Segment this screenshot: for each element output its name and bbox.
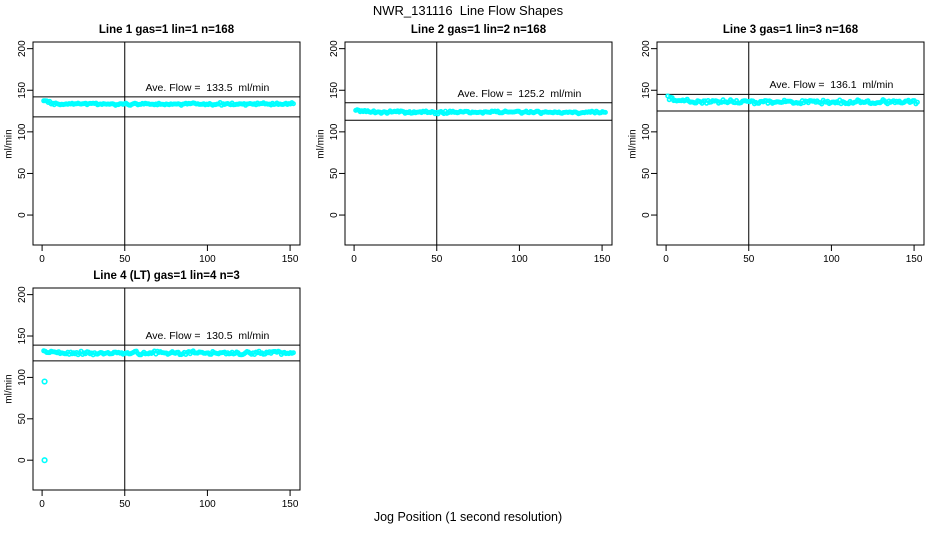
y-tick-label: 100 [329, 123, 340, 140]
y-tick-label: 0 [17, 457, 28, 463]
data-band [41, 348, 296, 464]
axes [656, 41, 925, 246]
x-tick-label: 100 [511, 254, 528, 265]
panel-line-1: Line 1 gas=1 lin=1 n=168 ml/min Ave. Flo… [4, 24, 301, 265]
plot-border [32, 287, 301, 491]
y-tick-label: 100 [17, 369, 28, 386]
panel-title: Line 1 gas=1 lin=1 n=168 [98, 24, 235, 36]
ave-flow-annotation: Ave. Flow = 130.5 ml/min [145, 330, 270, 343]
y-tick-label: 150 [329, 81, 340, 98]
y-tick-label: 100 [641, 123, 652, 140]
panel-title: Line 4 (LT) gas=1 lin=4 n=3 [93, 270, 240, 282]
x-tick-label: 150 [282, 254, 299, 265]
y-tick-label: 50 [329, 167, 340, 179]
y-tick-label: 200 [17, 286, 28, 303]
plot-area: 0 50 100 150 0 50 100 150 200 [329, 40, 613, 265]
x-tick-label: 50 [119, 499, 131, 510]
axes [32, 287, 301, 491]
x-tick-label: 150 [282, 499, 299, 510]
y-axis-label: ml/min [315, 128, 327, 159]
data-band [41, 98, 296, 108]
x-tick-label: 0 [351, 254, 357, 265]
axes [344, 41, 613, 246]
plot-area: 0 50 100 150 0 50 100 150 200 [17, 40, 301, 265]
y-tick-label: 50 [17, 413, 28, 425]
y-tick-label: 200 [17, 40, 28, 57]
x-tick-label: 0 [39, 499, 45, 510]
ave-flow-annotation: Ave. Flow = 136.1 ml/min [769, 79, 894, 92]
x-tick-label: 50 [743, 254, 755, 265]
x-tick-label: 50 [431, 254, 443, 265]
plot-border [344, 41, 613, 246]
panel-line-2: Line 2 gas=1 lin=2 n=168 ml/min Ave. Flo… [316, 24, 613, 265]
x-tick-label: 100 [823, 254, 840, 265]
panel-title: Line 3 gas=1 lin=3 n=168 [722, 24, 859, 36]
y-tick-label: 50 [641, 167, 652, 179]
x-tick-label: 0 [663, 254, 669, 265]
y-axis-label: ml/min [627, 128, 639, 159]
y-tick-label: 50 [17, 167, 28, 179]
y-axis-label: ml/min [3, 374, 15, 404]
plot-area: 0 50 100 150 0 50 100 150 200 [641, 40, 925, 265]
outlier-point [41, 457, 48, 464]
panel-title: Line 2 gas=1 lin=2 n=168 [410, 24, 547, 36]
x-tick-label: 150 [594, 254, 611, 265]
tick-marks: 0 50 100 150 0 50 100 150 200 [17, 286, 299, 510]
y-tick-label: 150 [641, 81, 652, 98]
x-axis-label: Jog Position (1 second resolution) [373, 510, 563, 524]
x-tick-label: 100 [199, 254, 216, 265]
x-tick-label: 150 [906, 254, 923, 265]
panel-line-4: Line 4 (LT) gas=1 lin=4 n=3 ml/min Ave. … [4, 270, 301, 510]
chart-title: NWR_131116 Line Flow Shapes [372, 3, 564, 18]
plot-border [656, 41, 925, 246]
outlier-point [41, 378, 48, 385]
x-tick-label: 50 [119, 254, 131, 265]
y-tick-label: 0 [641, 212, 652, 218]
y-tick-label: 200 [329, 40, 340, 57]
panel-line-3: Line 3 gas=1 lin=3 n=168 ml/min Ave. Flo… [628, 24, 925, 265]
y-tick-label: 150 [17, 81, 28, 98]
y-tick-label: 200 [641, 40, 652, 57]
y-axis-label: ml/min [3, 128, 15, 159]
x-tick-label: 100 [199, 499, 216, 510]
y-tick-label: 150 [17, 327, 28, 344]
plot-border [32, 41, 301, 246]
tick-marks: 0 50 100 150 0 50 100 150 200 [17, 40, 299, 265]
data-band [665, 93, 920, 107]
axes [32, 41, 301, 246]
data-band [353, 107, 608, 117]
plot-area: 0 50 100 150 0 50 100 150 200 [17, 286, 301, 510]
ave-flow-annotation: Ave. Flow = 133.5 ml/min [145, 81, 270, 94]
y-tick-label: 100 [17, 123, 28, 140]
x-tick-label: 0 [39, 254, 45, 265]
y-tick-label: 0 [329, 212, 340, 218]
y-tick-label: 0 [17, 212, 28, 218]
tick-marks: 0 50 100 150 0 50 100 150 200 [329, 40, 611, 265]
tick-marks: 0 50 100 150 0 50 100 150 200 [641, 40, 923, 265]
ave-flow-annotation: Ave. Flow = 125.2 ml/min [457, 87, 582, 100]
